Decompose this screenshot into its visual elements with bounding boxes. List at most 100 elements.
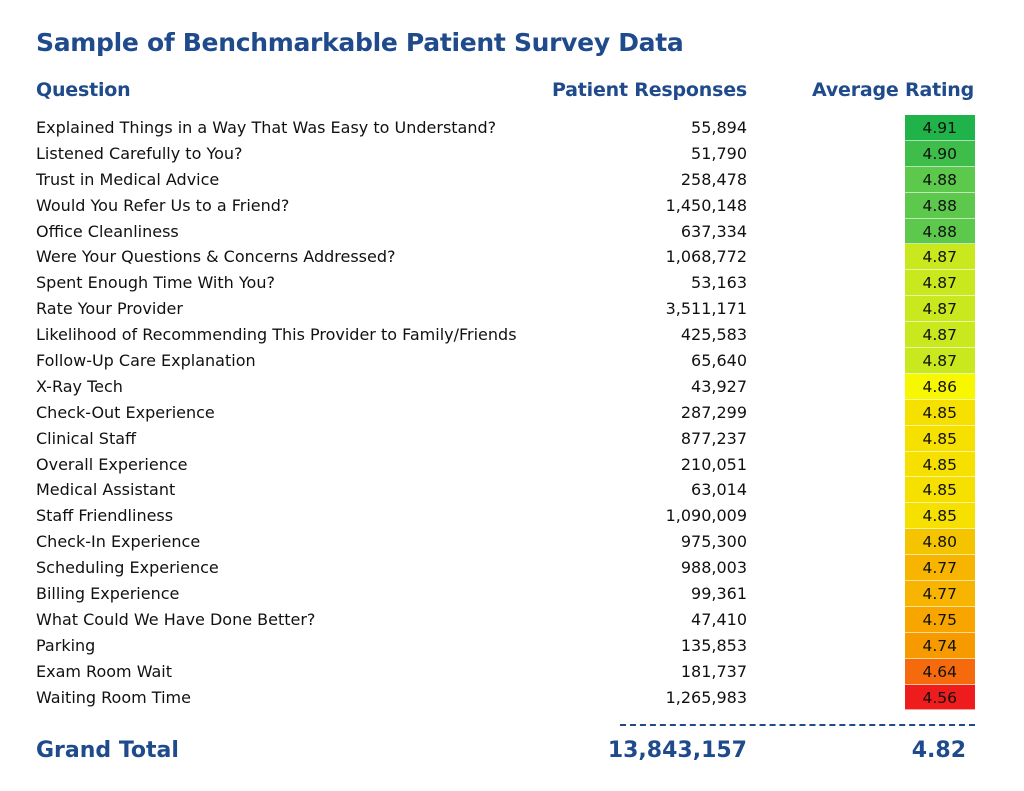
responses-cell: 51,790 [691,143,747,163]
rating-value: 4.85 [922,481,957,500]
table-row: Staff Friendliness 1,090,009 4.85 [0,503,1024,530]
question-column-header: Question [36,79,131,101]
question-cell: Were Your Questions & Concerns Addressed… [36,247,396,267]
rating-value: 4.64 [922,662,957,681]
table-row: Medical Assistant 63,014 4.85 [0,477,1024,504]
table-row: Parking 135,853 4.74 [0,632,1024,659]
responses-cell: 1,450,148 [665,195,747,215]
responses-cell: 135,853 [680,635,747,655]
survey-table-body: Explained Things in a Way That Was Easy … [0,115,1024,711]
question-cell: Trust in Medical Advice [36,169,220,189]
table-row: Spent Enough Time With You? 53,163 4.87 [0,270,1024,297]
rating-value: 4.86 [922,377,957,396]
table-row: Waiting Room Time 1,265,983 4.56 [0,684,1024,711]
question-cell: Office Cleanliness [36,221,179,241]
table-row: X-Ray Tech 43,927 4.86 [0,373,1024,400]
question-cell: Waiting Room Time [36,687,191,707]
rating-cell: 4.77 [905,555,975,582]
responses-cell: 47,410 [691,609,747,629]
table-row: Listened Carefully to You? 51,790 4.90 [0,140,1024,167]
table-row: Would You Refer Us to a Friend? 1,450,148… [0,192,1024,219]
rating-value: 4.77 [922,559,957,578]
table-row: Follow-Up Care Explanation 65,640 4.87 [0,348,1024,374]
rating-value: 4.75 [922,610,957,629]
table-row: Were Your Questions & Concerns Addressed… [0,244,1024,271]
rating-cell: 4.74 [905,632,975,659]
question-cell: Check-In Experience [36,532,201,552]
responses-cell: 65,640 [691,351,747,371]
responses-cell: 287,299 [680,402,747,422]
table-row: Overall Experience 210,051 4.85 [0,451,1024,478]
rating-cell: 4.87 [905,348,975,374]
rating-value: 4.87 [922,248,957,267]
rating-value: 4.90 [922,144,957,163]
rating-cell: 4.88 [905,192,975,219]
table-row: Rate Your Provider 3,511,171 4.87 [0,296,1024,323]
rating-value: 4.88 [922,170,957,189]
question-cell: Billing Experience [36,584,180,604]
question-cell: Spent Enough Time With You? [36,273,275,293]
question-cell: Staff Friendliness [36,506,174,526]
question-cell: Medical Assistant [36,480,176,500]
rating-cell: 4.87 [905,270,975,297]
rating-value: 4.85 [922,455,957,474]
grand-total-rating: 4.82 [911,738,966,763]
responses-cell: 975,300 [680,532,747,552]
grand-total-label: Grand Total [36,738,179,763]
question-cell: Overall Experience [36,454,188,474]
table-row: Trust in Medical Advice 258,478 4.88 [0,166,1024,193]
question-cell: Would You Refer Us to a Friend? [36,195,290,215]
rating-value: 4.85 [922,507,957,526]
rating-cell: 4.75 [905,606,975,633]
responses-cell: 1,068,772 [665,247,747,267]
rating-value: 4.74 [922,636,957,655]
table-row: Office Cleanliness 637,334 4.88 [0,218,1024,245]
responses-cell: 63,014 [691,480,747,500]
rating-cell: 4.88 [905,218,975,245]
responses-column-header: Patient Responses [551,79,747,101]
responses-cell: 53,163 [691,273,747,293]
responses-cell: 3,511,171 [665,299,747,319]
responses-cell: 1,265,983 [665,687,747,707]
rating-cell: 4.90 [905,140,975,167]
question-cell: Explained Things in a Way That Was Easy … [36,118,497,137]
rating-value: 4.85 [922,403,957,422]
table-row: Check-Out Experience 287,299 4.85 [0,399,1024,426]
responses-cell: 637,334 [680,221,747,241]
question-cell: Likelihood of Recommending This Provider… [36,325,517,345]
rating-value: 4.88 [922,196,957,215]
table-row: Clinical Staff 877,237 4.85 [0,425,1024,452]
rating-cell: 4.87 [905,322,975,349]
rating-cell: 4.91 [905,115,975,141]
rating-value: 4.87 [922,352,957,371]
question-cell: Clinical Staff [36,428,137,448]
question-cell: Follow-Up Care Explanation [36,351,256,371]
rating-cell: 4.87 [905,296,975,323]
question-cell: Scheduling Experience [36,558,219,578]
table-row: Exam Room Wait 181,737 4.64 [0,658,1024,685]
question-cell: Parking [36,635,96,655]
responses-cell: 181,737 [680,661,747,681]
rating-value: 4.56 [922,688,957,707]
rating-value: 4.87 [922,300,957,319]
responses-cell: 1,090,009 [665,506,747,526]
question-cell: X-Ray Tech [36,376,123,396]
rating-cell: 4.86 [905,373,975,400]
rating-value: 4.77 [922,585,957,604]
rating-cell: 4.85 [905,503,975,530]
total-divider [620,724,975,726]
rating-cell: 4.87 [905,244,975,271]
table-row: What Could We Have Done Better? 47,410 4.7… [0,606,1024,633]
responses-cell: 43,927 [691,376,747,396]
rating-value: 4.91 [922,119,957,137]
table-row: Check-In Experience 975,300 4.80 [0,529,1024,556]
question-cell: Listened Carefully to You? [36,143,243,163]
question-cell: What Could We Have Done Better? [36,609,316,629]
rating-cell: 4.80 [905,529,975,556]
rating-value: 4.85 [922,429,957,448]
question-cell: Rate Your Provider [36,299,183,319]
table-row: Scheduling Experience 988,003 4.77 [0,555,1024,582]
rating-cell: 4.88 [905,166,975,193]
table-row: Explained Things in a Way That Was Easy … [0,115,1024,141]
rating-value: 4.80 [922,533,957,552]
